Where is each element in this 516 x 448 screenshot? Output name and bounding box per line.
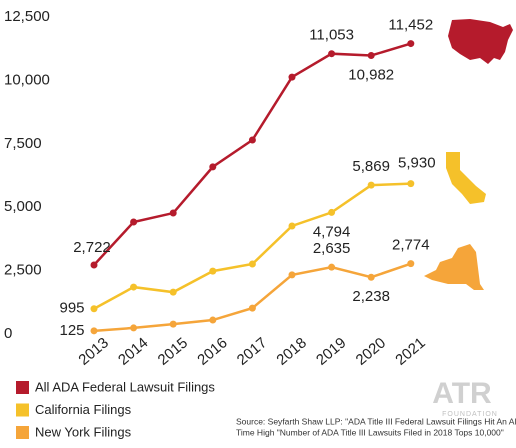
data-point — [248, 136, 256, 144]
y-tick-label: 12,500 — [4, 8, 50, 25]
y-tick-label: 0 — [4, 325, 12, 342]
data-point — [288, 271, 296, 279]
data-point — [407, 40, 415, 48]
data-point — [209, 163, 217, 171]
y-tick-label: 2,500 — [4, 262, 42, 279]
data-label: 2,774 — [392, 237, 430, 254]
data-point — [169, 288, 177, 296]
new-york-icon — [424, 244, 484, 290]
y-tick-label: 7,500 — [4, 135, 42, 152]
legend-swatch — [16, 381, 29, 394]
x-tick-label: 2019 — [313, 334, 349, 368]
data-point — [248, 304, 256, 312]
data-point — [90, 327, 98, 335]
logo-text: ATR — [432, 377, 492, 410]
legend-label: All ADA Federal Lawsuit Filings — [35, 379, 215, 394]
data-point — [90, 305, 98, 313]
california-icon — [446, 152, 486, 204]
data-label: 4,794 — [313, 223, 351, 240]
data-point — [130, 283, 138, 291]
x-tick-label: 2016 — [194, 334, 230, 368]
data-label: 5,869 — [352, 158, 390, 175]
x-tick-label: 2014 — [115, 334, 151, 368]
data-point — [407, 260, 415, 268]
x-tick-label: 2017 — [234, 334, 270, 368]
x-tick-label: 2013 — [75, 334, 111, 368]
data-label: 11,053 — [309, 27, 354, 44]
usa-icon — [448, 19, 513, 64]
legend-swatch — [16, 403, 29, 417]
data-point — [367, 51, 375, 59]
data-label: 2,722 — [73, 239, 111, 256]
data-point — [328, 263, 336, 271]
data-label: 11,452 — [388, 17, 433, 34]
data-point — [328, 208, 336, 216]
source-note: Time High "Number of ADA Title III Lawsu… — [236, 427, 504, 437]
data-label: 125 — [59, 322, 84, 339]
data-point — [130, 324, 138, 332]
legend-label: California Filings — [35, 402, 132, 417]
y-tick-label: 10,000 — [4, 71, 50, 88]
data-point — [367, 273, 375, 281]
legend-swatch — [16, 426, 29, 439]
source-note: Source: Seyfarth Shaw LLP: "ADA Title II… — [236, 416, 516, 426]
data-point — [248, 260, 256, 268]
data-point — [90, 261, 98, 269]
data-point — [288, 222, 296, 230]
data-point — [407, 180, 415, 188]
x-tick-label: 2015 — [155, 334, 191, 368]
data-point — [169, 209, 177, 217]
data-point — [209, 267, 217, 275]
y-tick-label: 5,000 — [4, 198, 42, 215]
x-tick-label: 2020 — [353, 334, 389, 368]
data-label: 2,635 — [313, 240, 351, 257]
x-tick-label: 2018 — [273, 334, 309, 368]
data-label: 995 — [59, 300, 84, 317]
x-tick-label: 2021 — [392, 334, 428, 368]
data-point — [209, 316, 217, 324]
data-label: 2,238 — [352, 288, 390, 305]
data-point — [367, 181, 375, 189]
data-label: 5,930 — [398, 155, 436, 172]
data-point — [288, 73, 296, 81]
data-point — [130, 218, 138, 226]
logo-subtext: FOUNDATION — [442, 411, 498, 418]
data-point — [169, 320, 177, 328]
data-label: 10,982 — [348, 66, 394, 83]
legend-label: New York Filings — [35, 424, 132, 439]
data-point — [328, 50, 336, 58]
